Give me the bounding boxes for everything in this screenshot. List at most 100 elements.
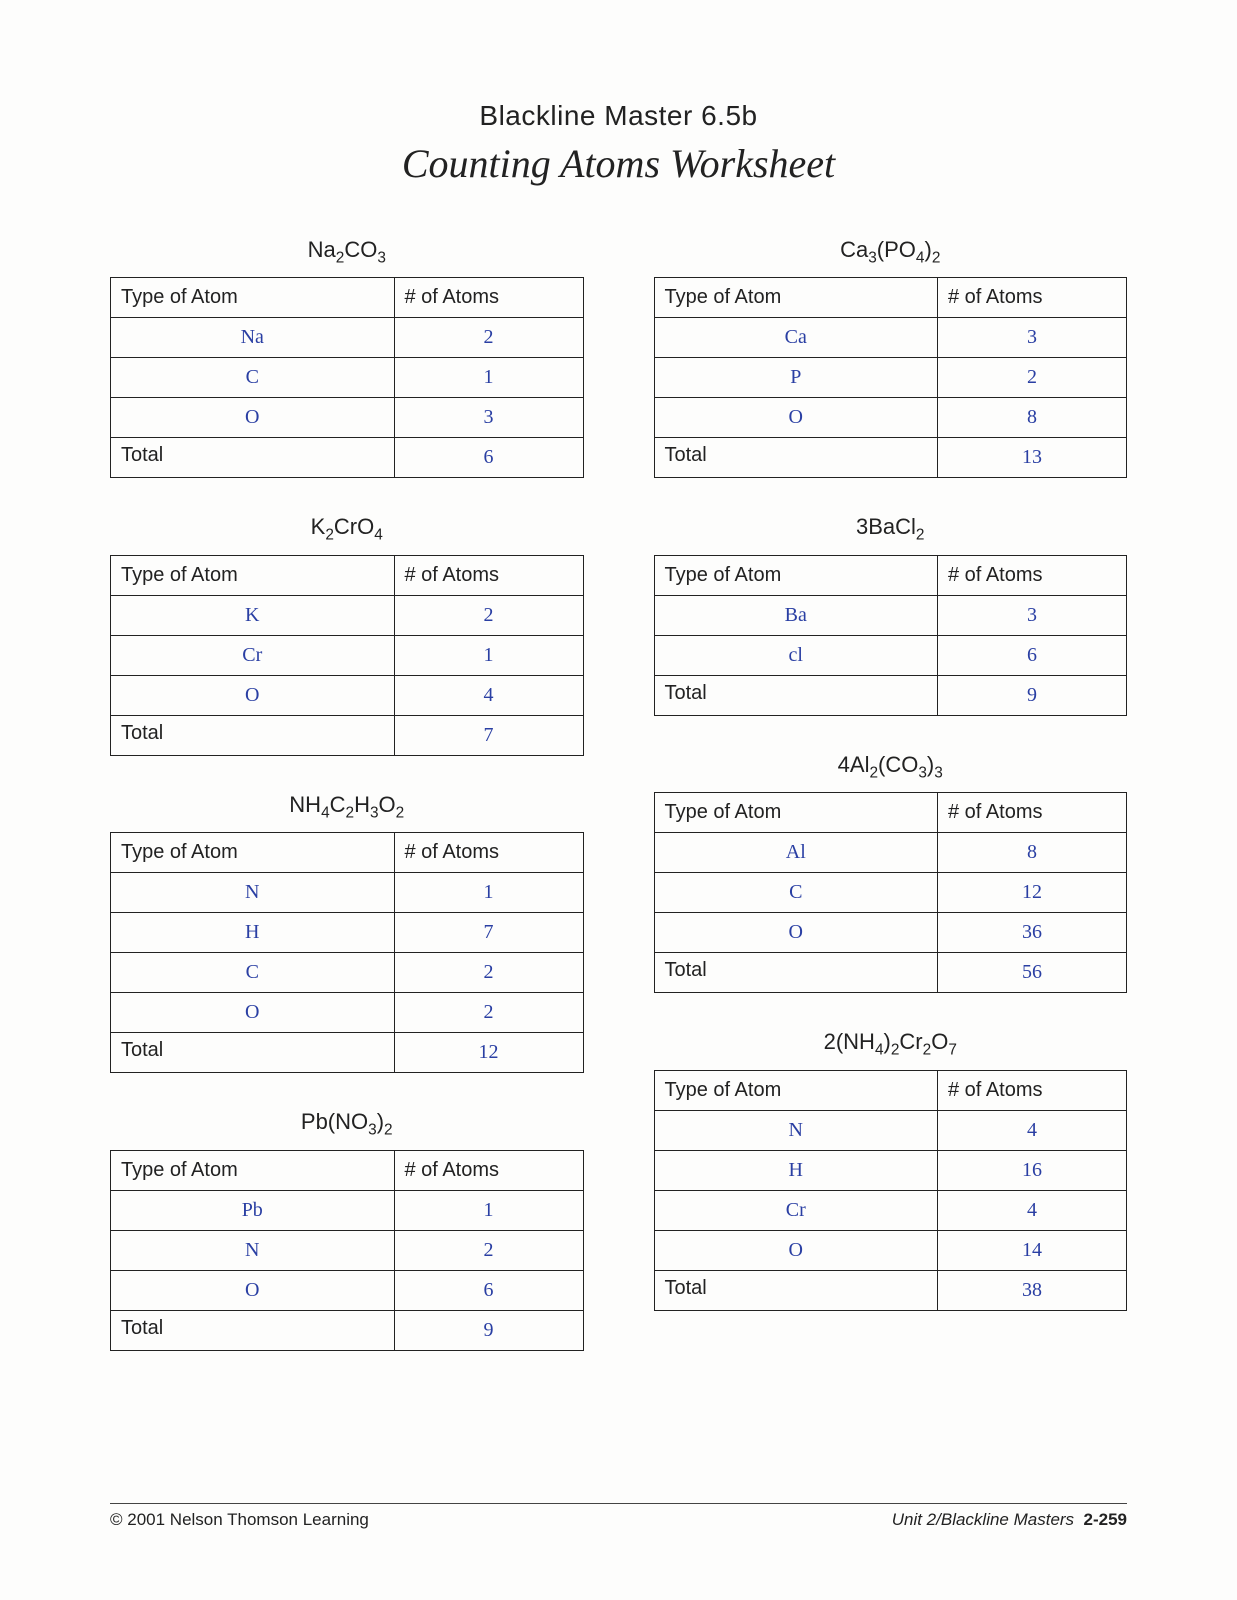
atom-count-cell: 4	[938, 1110, 1127, 1150]
table-row: Na2	[111, 318, 584, 358]
right-column: Ca3(PO4)2Type of Atom# of AtomsCa3P2O8To…	[654, 237, 1128, 1387]
table-row: Al8	[654, 833, 1127, 873]
atom-count-cell: 16	[938, 1150, 1127, 1190]
table-row: Pb1	[111, 1190, 584, 1230]
footer-copyright: © 2001 Nelson Thomson Learning	[110, 1510, 369, 1530]
atom-type-cell: O	[654, 1230, 938, 1270]
total-row: Total7	[111, 715, 584, 755]
total-value: 56	[938, 953, 1127, 993]
atom-type-cell: Cr	[654, 1190, 938, 1230]
left-column: Na2CO3Type of Atom# of AtomsNa2C1O3Total…	[110, 237, 584, 1387]
atom-count-cell: 3	[938, 595, 1127, 635]
table-row: N1	[111, 873, 584, 913]
atom-count-cell: 4	[938, 1190, 1127, 1230]
table-row: C1	[111, 358, 584, 398]
total-row: Total13	[654, 438, 1127, 478]
header-type: Type of Atom	[111, 278, 395, 318]
table-row: C12	[654, 873, 1127, 913]
formula-label: 3BaCl2	[654, 514, 1128, 544]
table-row: C2	[111, 953, 584, 993]
table-row: O6	[111, 1270, 584, 1310]
atom-type-cell: O	[111, 993, 395, 1033]
atom-count-cell: 36	[938, 913, 1127, 953]
header: Blackline Master 6.5b Counting Atoms Wor…	[110, 100, 1127, 187]
compound-block: Ca3(PO4)2Type of Atom# of AtomsCa3P2O8To…	[654, 237, 1128, 478]
header-count: # of Atoms	[938, 1070, 1127, 1110]
header-count: # of Atoms	[938, 793, 1127, 833]
atom-type-cell: N	[111, 1230, 395, 1270]
columns: Na2CO3Type of Atom# of AtomsNa2C1O3Total…	[110, 237, 1127, 1387]
footer: © 2001 Nelson Thomson Learning Unit 2/Bl…	[110, 1503, 1127, 1530]
atom-type-cell: Cr	[111, 635, 395, 675]
atom-type-cell: O	[111, 675, 395, 715]
header-type: Type of Atom	[654, 1070, 938, 1110]
formula-label: K2CrO4	[110, 514, 584, 544]
table-row: O4	[111, 675, 584, 715]
total-value: 7	[394, 715, 583, 755]
atom-count-cell: 6	[394, 1270, 583, 1310]
formula-label: Pb(NO3)2	[110, 1109, 584, 1139]
total-label: Total	[654, 438, 938, 478]
table-row: O2	[111, 993, 584, 1033]
atom-type-cell: C	[111, 953, 395, 993]
formula-label: 4Al2(CO3)3	[654, 752, 1128, 782]
table-row: P2	[654, 358, 1127, 398]
total-row: Total56	[654, 953, 1127, 993]
atom-type-cell: O	[111, 1270, 395, 1310]
atom-type-cell: Na	[111, 318, 395, 358]
atom-table: Type of Atom# of AtomsBa3cl6Total9	[654, 555, 1128, 716]
atom-count-cell: 1	[394, 635, 583, 675]
compound-block: 4Al2(CO3)3 Type of Atom# of AtomsAl8C12O3…	[654, 752, 1128, 993]
formula-label: Ca3(PO4)2	[654, 237, 1128, 267]
atom-count-cell: 7	[394, 913, 583, 953]
atom-type-cell: C	[111, 358, 395, 398]
atom-type-cell: H	[111, 913, 395, 953]
header-count: # of Atoms	[394, 1150, 583, 1190]
header-count: # of Atoms	[938, 278, 1127, 318]
header-count: # of Atoms	[394, 555, 583, 595]
total-value: 13	[938, 438, 1127, 478]
table-row: Cr4	[654, 1190, 1127, 1230]
total-row: Total6	[111, 438, 584, 478]
atom-table: Type of Atom# of AtomsN4H16Cr4O14Total38	[654, 1070, 1128, 1311]
atom-type-cell: O	[654, 913, 938, 953]
atom-count-cell: 3	[394, 398, 583, 438]
atom-count-cell: 1	[394, 358, 583, 398]
total-value: 12	[394, 1033, 583, 1073]
atom-type-cell: Ca	[654, 318, 938, 358]
atom-type-cell: N	[654, 1110, 938, 1150]
total-value: 6	[394, 438, 583, 478]
atom-type-cell: Pb	[111, 1190, 395, 1230]
table-row: K2	[111, 595, 584, 635]
compound-block: K2CrO4Type of Atom# of AtomsK2Cr1O4Total…	[110, 514, 584, 755]
atom-count-cell: 2	[394, 318, 583, 358]
table-row: O3	[111, 398, 584, 438]
atom-type-cell: Al	[654, 833, 938, 873]
table-row: Ba3	[654, 595, 1127, 635]
atom-type-cell: cl	[654, 635, 938, 675]
compound-block: Pb(NO3)2Type of Atom# of AtomsPb1N2O6Tot…	[110, 1109, 584, 1350]
header-type: Type of Atom	[111, 1150, 395, 1190]
pretitle: Blackline Master 6.5b	[110, 100, 1127, 132]
atom-count-cell: 2	[394, 595, 583, 635]
atom-table: Type of Atom# of AtomsK2Cr1O4Total7	[110, 555, 584, 756]
table-row: Cr1	[111, 635, 584, 675]
header-count: # of Atoms	[938, 555, 1127, 595]
total-value: 9	[938, 675, 1127, 715]
header-count: # of Atoms	[394, 833, 583, 873]
table-row: H7	[111, 913, 584, 953]
footer-unit-label: Unit 2/Blackline Masters	[892, 1510, 1074, 1529]
total-label: Total	[654, 1270, 938, 1310]
total-label: Total	[111, 1310, 395, 1350]
table-row: O8	[654, 398, 1127, 438]
compound-block: Na2CO3Type of Atom# of AtomsNa2C1O3Total…	[110, 237, 584, 478]
compound-block: 2(NH4)2Cr2O7 Type of Atom# of AtomsN4H16C…	[654, 1029, 1128, 1310]
formula-label: 2(NH4)2Cr2O7	[654, 1029, 1128, 1059]
formula-label: Na2CO3	[110, 237, 584, 267]
atom-table: Type of Atom# of AtomsAl8C12O36Total56	[654, 792, 1128, 993]
atom-count-cell: 14	[938, 1230, 1127, 1270]
table-row: Ca3	[654, 318, 1127, 358]
atom-type-cell: K	[111, 595, 395, 635]
header-type: Type of Atom	[111, 555, 395, 595]
atom-count-cell: 1	[394, 1190, 583, 1230]
